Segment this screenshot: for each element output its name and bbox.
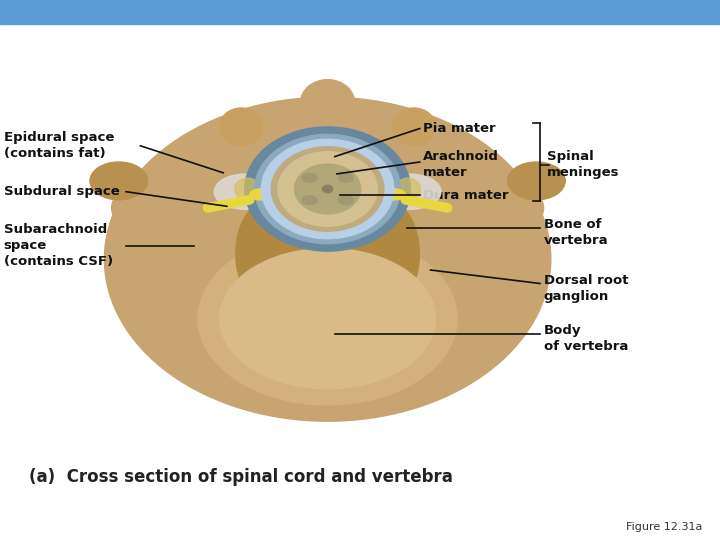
- Text: Dorsal root
ganglion: Dorsal root ganglion: [544, 274, 628, 303]
- Text: Bone of
vertebra: Bone of vertebra: [544, 218, 608, 247]
- Text: Figure 12.31a: Figure 12.31a: [626, 522, 702, 532]
- Ellipse shape: [112, 181, 198, 235]
- Ellipse shape: [351, 200, 419, 308]
- Text: Dura mater: Dura mater: [423, 189, 508, 202]
- Ellipse shape: [235, 178, 260, 200]
- Ellipse shape: [250, 189, 273, 200]
- Text: Arachnoid
mater: Arachnoid mater: [423, 150, 498, 179]
- Ellipse shape: [301, 79, 355, 125]
- Ellipse shape: [382, 189, 405, 200]
- Ellipse shape: [104, 97, 551, 421]
- Ellipse shape: [380, 174, 441, 209]
- Ellipse shape: [236, 200, 304, 308]
- Text: (a)  Cross section of spinal cord and vertebra: (a) Cross section of spinal cord and ver…: [29, 468, 453, 486]
- Text: Spinal
meninges: Spinal meninges: [547, 150, 620, 179]
- Circle shape: [294, 164, 361, 214]
- Ellipse shape: [302, 173, 317, 182]
- Text: Epidural space
(contains fat): Epidural space (contains fat): [4, 131, 114, 160]
- Ellipse shape: [198, 232, 457, 405]
- Bar: [0, 0, 720, 24]
- Circle shape: [261, 139, 394, 239]
- Text: Pia mater: Pia mater: [423, 122, 495, 135]
- Ellipse shape: [338, 196, 354, 205]
- Ellipse shape: [302, 196, 317, 205]
- Text: Subarachnoid
space
(contains CSF): Subarachnoid space (contains CSF): [4, 223, 113, 268]
- Ellipse shape: [338, 173, 354, 182]
- Circle shape: [323, 185, 333, 193]
- Circle shape: [271, 147, 384, 231]
- Text: Body
of vertebra: Body of vertebra: [544, 324, 628, 353]
- Ellipse shape: [215, 174, 276, 209]
- Circle shape: [245, 127, 410, 251]
- Text: Subdural space: Subdural space: [4, 185, 120, 198]
- Ellipse shape: [220, 248, 436, 389]
- Circle shape: [278, 152, 377, 226]
- Ellipse shape: [220, 108, 263, 146]
- Ellipse shape: [392, 108, 436, 146]
- Ellipse shape: [508, 162, 565, 200]
- Ellipse shape: [457, 181, 544, 235]
- Circle shape: [255, 134, 400, 244]
- Ellipse shape: [395, 178, 420, 200]
- Ellipse shape: [90, 162, 148, 200]
